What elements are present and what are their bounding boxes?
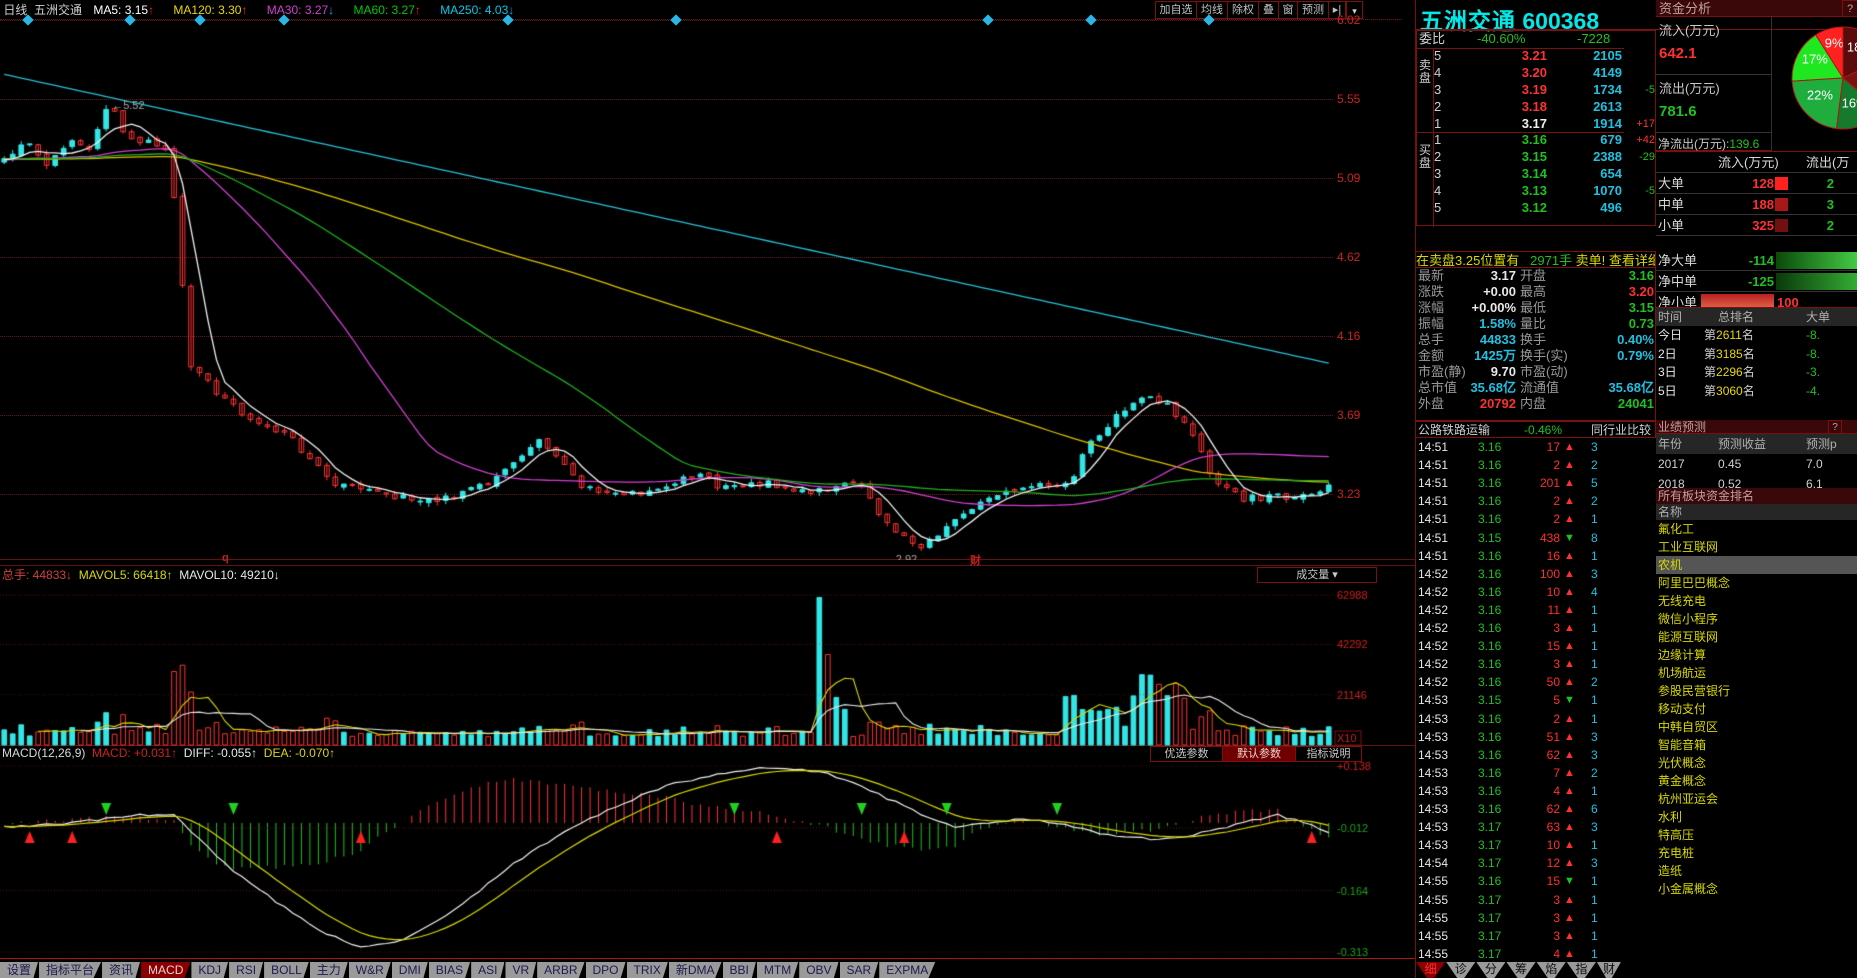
svg-text:18%: 18%	[1847, 39, 1857, 54]
svg-text:17%: 17%	[1802, 52, 1828, 67]
svg-text:16%: 16%	[1842, 95, 1857, 110]
svg-text:22%: 22%	[1807, 88, 1833, 103]
svg-text:9%: 9%	[1825, 36, 1844, 51]
